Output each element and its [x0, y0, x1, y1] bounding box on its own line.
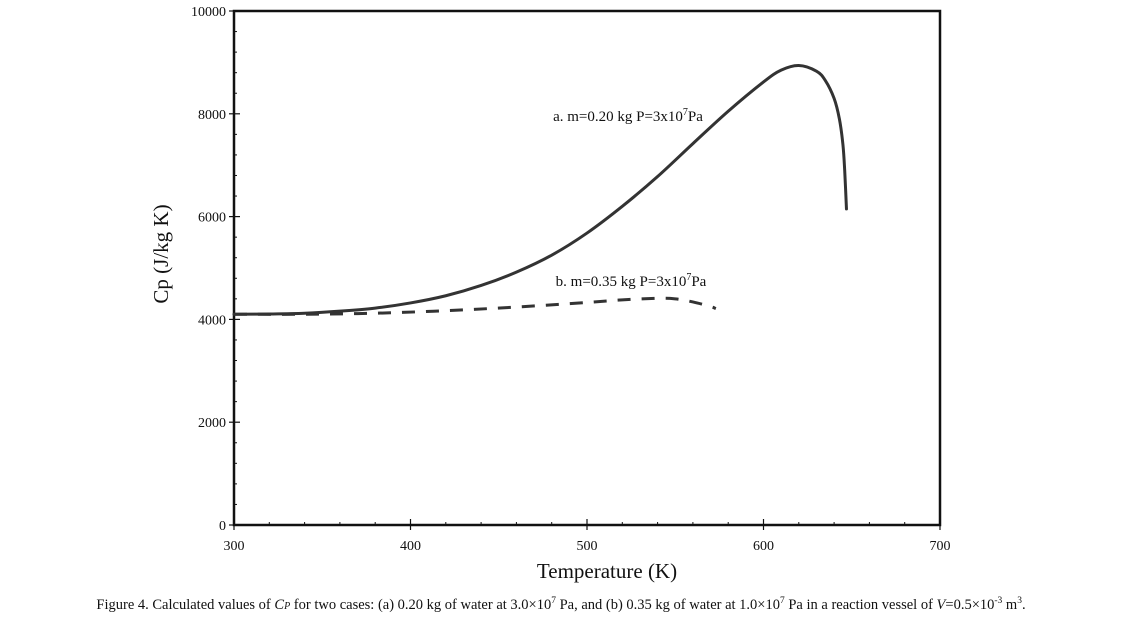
- series-b-label: b. m=0.35 kg P=3x107Pa: [556, 272, 707, 290]
- y-tick-label: 10000: [191, 5, 226, 20]
- x-tick-label: 300: [224, 539, 245, 554]
- y-axis-ticks: 0 2000 4000 6000 8000 10000: [191, 5, 240, 534]
- data-series: [232, 63, 848, 316]
- y-axis-label: Cp (J/kg K): [149, 204, 173, 303]
- x-axis-label: Temperature (K): [537, 559, 677, 583]
- x-tick-label: 500: [577, 539, 598, 554]
- y-tick-label: 8000: [198, 108, 226, 123]
- y-tick-label: 0: [219, 519, 226, 534]
- y-tick-label: 6000: [198, 211, 226, 226]
- series-a-label: a. m=0.20 kg P=3x107Pa: [553, 107, 703, 125]
- minor-ticks: [234, 31, 906, 525]
- x-axis-ticks: 300 400 500 600 700: [224, 519, 951, 554]
- x-tick-label: 400: [400, 539, 421, 554]
- figure-caption: Figure 4. Calculated values of CP for tw…: [96, 596, 1026, 613]
- series-a-line: [232, 63, 848, 316]
- cp-temperature-chart: 300 400 500 600 700 0 2000 4000 6000 8000 10000 T…: [149, 5, 951, 583]
- series-b-line: [233, 296, 717, 316]
- x-tick-label: 700: [930, 539, 951, 554]
- y-tick-label: 4000: [198, 313, 226, 328]
- y-tick-label: 2000: [198, 416, 226, 431]
- x-tick-label: 600: [753, 539, 774, 554]
- plot-frame: [232, 9, 942, 527]
